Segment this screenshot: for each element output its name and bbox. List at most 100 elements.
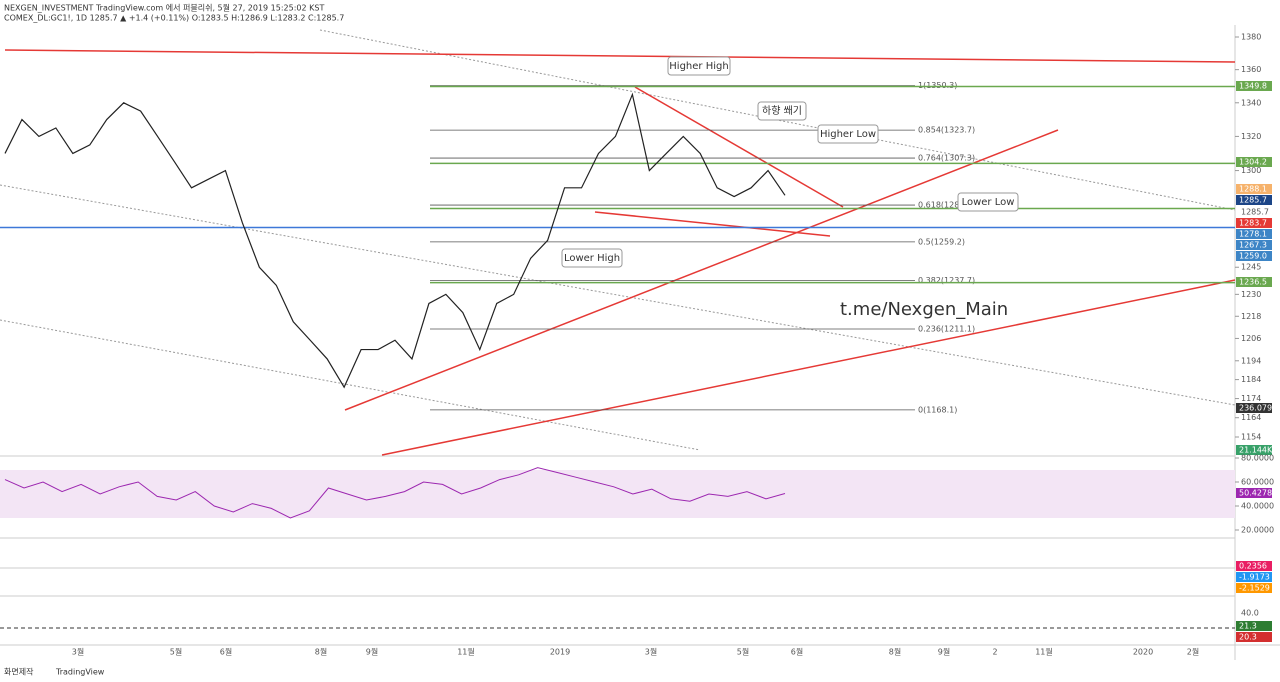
price-tag-label: 1349.8 (1239, 82, 1267, 91)
trend-dotted (0, 319, 701, 451)
price-tag-label: 1259.0 (1239, 252, 1267, 261)
wedge-line (634, 86, 844, 208)
x-tick-label: 11월 (1035, 647, 1053, 657)
y-tick-label: 1340 (1241, 98, 1261, 107)
price-tag (1236, 632, 1272, 642)
price-tag (1236, 157, 1272, 167)
y-tick-label: 1174 (1241, 394, 1261, 403)
trend-dotted (319, 29, 1236, 211)
fib-label: 0.764(1307.3) (918, 154, 975, 163)
fib-label: 0.618(1280.1 (918, 201, 972, 210)
x-tick-label: 5월 (170, 647, 182, 657)
y-tick-label: 1164 (1241, 413, 1261, 422)
price-tag (1236, 403, 1272, 413)
price-tag-label: 1283.7 (1239, 219, 1267, 228)
rsi-line (4, 467, 786, 519)
price-tag (1236, 572, 1272, 582)
price-tag (1236, 445, 1272, 455)
fib-label: 0.854(1323.7) (918, 126, 975, 135)
price-tag-label: 1278.1 (1239, 230, 1267, 239)
fib-label: 0(1168.1) (918, 405, 957, 414)
x-tick-label: 8월 (315, 647, 327, 657)
annotation: 하향 쐐기 (762, 104, 802, 117)
price-tag (1236, 583, 1272, 593)
price-tag-label: 1267.3 (1239, 241, 1267, 250)
y-tick-label: 1230 (1241, 290, 1261, 299)
y-tick-label: 1380 (1241, 33, 1261, 42)
dmi-tick-label: 40.0 (1241, 609, 1259, 618)
price-tag-label: 21.3 (1239, 622, 1257, 631)
rsi-tick-label: 60.0000 (1241, 478, 1274, 487)
price-tag (1236, 488, 1272, 498)
trend-line (4, 49, 1236, 63)
y-tick-label: 1194 (1241, 356, 1261, 365)
footer-brand: TradingView (55, 668, 105, 677)
fib-label: 0.5(1259.2) (918, 237, 965, 246)
annotation-box (757, 101, 807, 121)
annotation-box (667, 56, 731, 76)
price-tag (1236, 621, 1272, 631)
x-tick-label: 2019 (550, 648, 570, 657)
x-tick-label: 9월 (366, 647, 378, 657)
rsi-tick-label: 80.0000 (1241, 454, 1274, 463)
price-line-series (4, 92, 786, 389)
x-tick-label: 8월 (889, 647, 901, 657)
price-tag-label: 1288.1 (1239, 185, 1267, 194)
x-tick-label: 2 (992, 648, 997, 657)
annotation: Higher High (669, 61, 728, 72)
header-line2: COMEX_DL:GC1!, 1D 1285.7 ▲ +1.4 (+0.11%)… (4, 14, 344, 23)
price-tag-label: 20.3 (1239, 633, 1257, 642)
x-tick-label: 6월 (220, 647, 232, 657)
price-tag-label: 236.079K (1239, 404, 1278, 413)
rsi-tick-label: 40.0000 (1241, 502, 1274, 511)
fib-label: 0.236(1211.1) (918, 324, 975, 333)
price-tag-label: 50.4278 (1239, 489, 1272, 498)
y-tick-label: 1218 (1241, 312, 1261, 321)
price-tag-label: 21.144K (1239, 446, 1273, 455)
price-tag (1236, 240, 1272, 250)
header-line1: NEXGEN_INVESTMENT TradingView.com 에서 퍼블리… (4, 3, 324, 13)
watermark: t.me/Nexgen_Main (840, 299, 1008, 320)
annotation: Lower Low (962, 197, 1015, 208)
x-tick-label: 3월 (72, 647, 84, 657)
price-tag (1236, 81, 1272, 91)
x-tick-label: 11월 (457, 647, 475, 657)
annotation-box (957, 192, 1019, 212)
annotation: Higher Low (820, 129, 876, 140)
y-tick-label: 1300 (1241, 166, 1261, 175)
annotation-box (817, 124, 879, 144)
x-tick-label: 2020 (1133, 648, 1153, 657)
price-tag-label: 1285.7 (1239, 196, 1267, 205)
price-tag (1236, 561, 1272, 571)
price-tag-label: 1236.5 (1239, 278, 1267, 287)
y-tick-label: 1245 (1241, 263, 1261, 272)
x-tick-label: 2월 (1187, 647, 1199, 657)
price-tag-label: -2.1529 (1239, 584, 1270, 593)
price-tag (1236, 229, 1272, 239)
x-tick-label: 6월 (791, 647, 803, 657)
x-tick-label: 3월 (645, 647, 657, 657)
y-tick-label: 1206 (1241, 334, 1261, 343)
y-tick-label: 1360 (1241, 65, 1261, 74)
fib-label: 0.382(1237.7) (918, 276, 975, 285)
price-tag (1236, 218, 1272, 228)
price-tag (1236, 251, 1272, 261)
price-tag-label: 1304.2 (1239, 158, 1267, 167)
trend-line (344, 129, 1059, 411)
price-tag-label: 0.2356 (1239, 562, 1267, 571)
annotation: Lower High (564, 253, 620, 264)
price-tag (1236, 195, 1272, 205)
y-tick-label: 1320 (1241, 132, 1261, 141)
y-tick-label: 1184 (1241, 375, 1261, 384)
fib-label: 1(1350.3) (918, 81, 957, 90)
footer-made: 화면제작 (4, 667, 34, 677)
rsi-band (0, 470, 1235, 518)
trend-dotted (0, 184, 1236, 406)
y-tick-label: 1154 (1241, 433, 1261, 442)
annotation-box (561, 248, 623, 268)
price-tag (1236, 277, 1272, 287)
price-tag (1236, 184, 1272, 194)
